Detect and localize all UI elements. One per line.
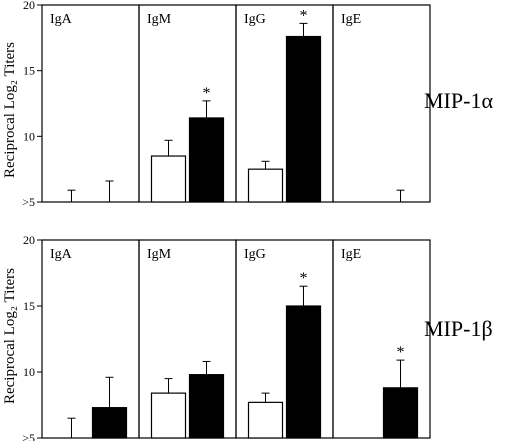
bar	[150, 155, 187, 203]
y-axis-label-top: Reciprocal Log₂ Titers	[2, 42, 18, 178]
panel-label-ige: IgE	[341, 247, 361, 262]
y-tick-label: 20	[23, 233, 35, 247]
y-tick-label: >5	[22, 195, 35, 209]
panel-label-iga: IgA	[50, 247, 73, 262]
y-tick-label: 20	[23, 0, 35, 12]
y-tick-label: >5	[22, 431, 35, 441]
y-tick-label: 10	[23, 365, 35, 379]
y-tick-label: 15	[23, 299, 35, 313]
bar	[247, 168, 284, 203]
chart-2: 20 15 10 >5 IgA IgM IgG * IgE * MIP-1β	[22, 233, 492, 441]
chart-title: MIP-1α	[424, 88, 493, 113]
panel-label-igm: IgM	[147, 247, 172, 262]
panel-label-igm: IgM	[147, 12, 172, 27]
chart-1: 20 15 10 >5 IgA IgM * IgG * IgE MIP-1α	[22, 0, 493, 209]
panel-label-igg: IgG	[244, 12, 266, 27]
chart-title: MIP-1β	[424, 316, 493, 341]
bar	[285, 35, 322, 203]
y-tick-label: 15	[23, 64, 35, 78]
panel-frame	[332, 4, 431, 203]
significance-marker: *	[300, 7, 308, 24]
bar	[91, 407, 128, 439]
panel-frame	[332, 239, 431, 439]
bar	[285, 305, 322, 439]
bar	[150, 392, 187, 439]
y-tick-label: 10	[23, 129, 35, 143]
significance-marker: *	[203, 85, 211, 102]
bar	[247, 401, 284, 439]
significance-marker: *	[300, 270, 308, 287]
panel-frame	[41, 4, 140, 203]
bar	[188, 374, 225, 439]
panel-label-ige: IgE	[341, 12, 361, 27]
y-axis-label-bottom: Reciprocal Log₂ Titers	[2, 268, 18, 404]
significance-marker: *	[397, 344, 405, 361]
bar	[382, 387, 419, 439]
bar	[188, 117, 225, 203]
panel-label-igg: IgG	[244, 247, 266, 262]
panel-label-iga: IgA	[50, 12, 73, 27]
